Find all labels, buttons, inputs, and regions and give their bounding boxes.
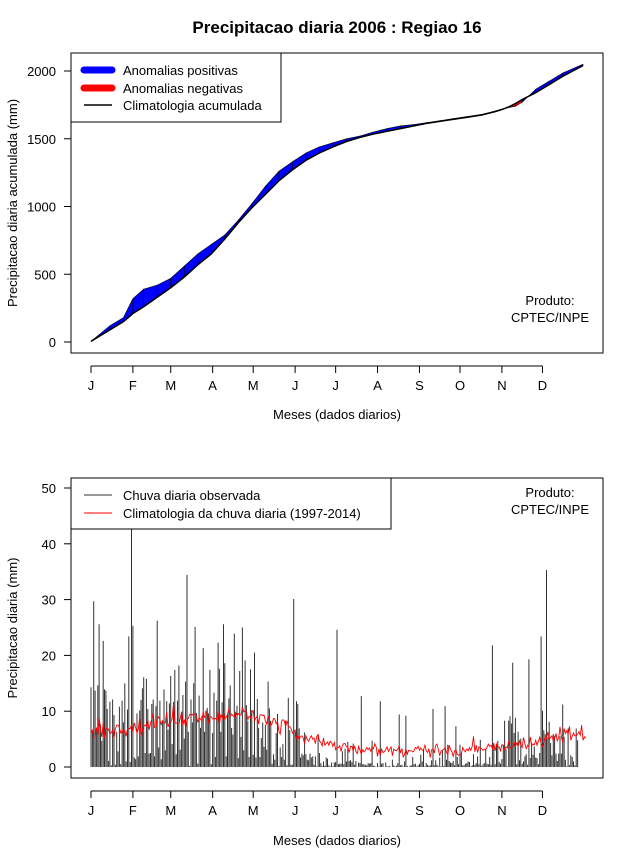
daily-plot-area	[90, 521, 587, 767]
legend-label-negative: Anomalias negativas	[123, 81, 243, 96]
cumulative-y-tick-label: 0	[49, 335, 56, 350]
cumulative-x-tick-label: O	[455, 378, 465, 393]
cumulative-y-tick-label: 1500	[27, 132, 56, 147]
cumulative-x-tick-label: D	[538, 378, 547, 393]
credit-label-top: Produto:	[525, 293, 574, 308]
daily-x-tick-label: J	[88, 803, 95, 818]
daily-y-tick-label: 20	[42, 648, 56, 663]
daily-x-tick-label: O	[455, 803, 465, 818]
daily-legend: Chuva diaria observada Climatologia da c…	[70, 477, 392, 530]
cumulative-x-tick-label: J	[88, 378, 95, 393]
daily-y-tick-label: 40	[42, 537, 56, 552]
cumulative-y-axis-label: Precipitacao diaria acumulada (mm)	[5, 99, 20, 307]
legend-label-climatology: Climatologia acumulada	[123, 98, 263, 113]
daily-x-tick-label: A	[373, 803, 382, 818]
daily-x-tick-label: J	[332, 803, 339, 818]
daily-x-tick-label: D	[538, 803, 547, 818]
daily-y-axis: 0 10 20 30 40 50	[42, 481, 72, 775]
daily-x-tick-label: F	[129, 803, 137, 818]
positive-anomaly-area	[156, 277, 171, 298]
cumulative-panel: 0 500 1000 1500 2000 J F M A M J J A S O N D Precipitac…	[5, 52, 604, 422]
daily-legend-box	[70, 477, 392, 530]
daily-y-tick-label: 0	[49, 760, 56, 775]
daily-y-tick-label: 30	[42, 593, 56, 608]
positive-anomaly-area	[143, 284, 158, 308]
legend-label-positive: Anomalias positivas	[123, 63, 238, 78]
cumulative-x-tick-label: A	[208, 378, 217, 393]
cumulative-plot-area	[90, 63, 584, 342]
credit-label-bottom: Produto:	[525, 485, 574, 500]
cumulative-x-tick-label: F	[129, 378, 137, 393]
daily-y-tick-label: 10	[42, 704, 56, 719]
daily-climatology-line	[90, 703, 587, 759]
cumulative-y-tick-label: 500	[34, 267, 56, 282]
daily-x-tick-label: J	[292, 803, 299, 818]
cumulative-x-tick-label: N	[497, 378, 506, 393]
daily-y-axis-label: Precipitacao diaria (mm)	[5, 558, 20, 699]
legend-label-observed: Chuva diaria observada	[123, 488, 261, 503]
cumulative-x-tick-label: S	[415, 378, 424, 393]
cumulative-x-tick-label: J	[332, 378, 339, 393]
cumulative-y-axis: 0 500 1000 1500 2000	[27, 64, 72, 350]
cumulative-y-tick-label: 1000	[27, 200, 56, 215]
credit-source-top: CPTEC/INPE	[511, 310, 589, 325]
cumulative-x-tick-label: J	[292, 378, 299, 393]
chart-title: Precipitacao diaria 2006 : Regiao 16	[192, 18, 481, 37]
positive-anomaly-area	[170, 265, 185, 289]
climatology-cumulative-line	[90, 64, 584, 342]
legend-label-daily-climatology: Climatologia da chuva diaria (1997-2014)	[123, 506, 361, 521]
positive-anomaly-area	[184, 253, 199, 278]
daily-x-tick-label: A	[208, 803, 217, 818]
credit-source-bottom: CPTEC/INPE	[511, 502, 589, 517]
daily-panel: 0 10 20 30 40 50 J F M A M J J A S O N D Precipitacao di…	[5, 477, 604, 848]
cumulative-x-axis-label: Meses (dados diarios)	[273, 407, 401, 422]
daily-x-tick-label: N	[497, 803, 506, 818]
cumulative-x-tick-label: M	[248, 378, 259, 393]
daily-x-tick-label: M	[165, 803, 176, 818]
daily-x-tick-label: S	[415, 803, 424, 818]
cumulative-x-tick-label: A	[373, 378, 382, 393]
daily-x-tick-label: M	[248, 803, 259, 818]
cumulative-y-tick-label: 2000	[27, 64, 56, 79]
cumulative-x-tick-label: M	[165, 378, 176, 393]
daily-x-axis-label: Meses (dados diarios)	[273, 833, 401, 848]
daily-y-tick-label: 50	[42, 481, 56, 496]
cumulative-legend: Anomalias positivas Anomalias negativas …	[70, 52, 282, 123]
